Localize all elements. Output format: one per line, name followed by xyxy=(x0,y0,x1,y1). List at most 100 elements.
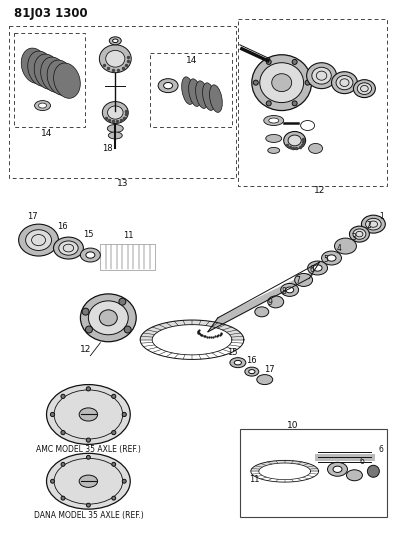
Ellipse shape xyxy=(353,229,366,239)
Ellipse shape xyxy=(288,135,301,146)
Ellipse shape xyxy=(59,241,78,255)
Circle shape xyxy=(112,431,116,435)
Ellipse shape xyxy=(47,60,74,95)
Circle shape xyxy=(119,298,126,305)
Ellipse shape xyxy=(365,219,381,230)
Circle shape xyxy=(51,479,55,483)
Ellipse shape xyxy=(269,118,279,123)
Circle shape xyxy=(85,326,92,333)
Polygon shape xyxy=(208,268,320,332)
Ellipse shape xyxy=(106,50,125,67)
Ellipse shape xyxy=(28,51,54,86)
Circle shape xyxy=(86,387,90,391)
Circle shape xyxy=(61,394,65,399)
Ellipse shape xyxy=(79,475,97,487)
Circle shape xyxy=(266,60,271,64)
Ellipse shape xyxy=(202,83,215,110)
Ellipse shape xyxy=(88,301,128,335)
Ellipse shape xyxy=(307,63,336,88)
Text: 9: 9 xyxy=(267,298,272,308)
Ellipse shape xyxy=(257,375,273,385)
Ellipse shape xyxy=(86,252,95,258)
Ellipse shape xyxy=(327,255,336,261)
Polygon shape xyxy=(251,461,319,471)
Ellipse shape xyxy=(284,132,306,149)
Circle shape xyxy=(122,479,126,483)
Circle shape xyxy=(112,496,116,500)
Ellipse shape xyxy=(39,103,46,108)
Ellipse shape xyxy=(347,470,362,481)
Ellipse shape xyxy=(249,369,255,374)
Text: 11: 11 xyxy=(250,475,260,484)
Bar xyxy=(14,33,85,127)
Ellipse shape xyxy=(18,224,59,256)
Text: 18: 18 xyxy=(102,144,113,153)
Circle shape xyxy=(112,394,116,399)
Ellipse shape xyxy=(312,67,331,84)
Ellipse shape xyxy=(158,79,178,93)
Text: 8: 8 xyxy=(281,287,286,296)
Circle shape xyxy=(50,413,55,417)
Ellipse shape xyxy=(268,148,280,154)
Ellipse shape xyxy=(46,385,130,445)
Ellipse shape xyxy=(81,248,100,262)
Ellipse shape xyxy=(107,125,123,133)
Ellipse shape xyxy=(264,116,284,125)
Text: AMC MODEL 35 AXLE (REF.): AMC MODEL 35 AXLE (REF.) xyxy=(36,445,141,454)
Text: 13: 13 xyxy=(116,179,128,188)
Text: 15: 15 xyxy=(83,230,94,239)
Circle shape xyxy=(61,462,65,466)
Bar xyxy=(240,430,387,517)
Ellipse shape xyxy=(234,360,241,365)
Ellipse shape xyxy=(230,358,246,368)
Ellipse shape xyxy=(40,57,67,92)
Ellipse shape xyxy=(255,307,269,317)
Bar xyxy=(238,19,387,187)
Circle shape xyxy=(86,455,90,459)
Text: 2: 2 xyxy=(366,221,371,230)
Text: 16: 16 xyxy=(246,356,257,365)
Text: 12: 12 xyxy=(314,186,325,195)
Ellipse shape xyxy=(357,83,371,94)
Ellipse shape xyxy=(46,454,130,509)
Text: 16: 16 xyxy=(57,222,68,231)
Text: 7: 7 xyxy=(295,277,300,286)
Circle shape xyxy=(292,101,297,106)
Circle shape xyxy=(122,413,126,417)
Ellipse shape xyxy=(108,132,122,139)
Circle shape xyxy=(124,326,131,333)
Circle shape xyxy=(253,80,258,85)
Text: 6: 6 xyxy=(360,457,365,466)
Text: 17: 17 xyxy=(27,212,38,221)
Text: 81J03 1300: 81J03 1300 xyxy=(14,7,87,20)
Text: DANA MODEL 35 AXLE (REF.): DANA MODEL 35 AXLE (REF.) xyxy=(33,511,143,520)
Circle shape xyxy=(305,80,310,85)
Circle shape xyxy=(112,462,116,466)
Ellipse shape xyxy=(309,143,323,154)
Ellipse shape xyxy=(35,101,51,110)
Ellipse shape xyxy=(109,37,121,45)
Text: 3: 3 xyxy=(351,232,356,241)
Ellipse shape xyxy=(281,284,299,296)
Ellipse shape xyxy=(353,79,375,98)
Circle shape xyxy=(61,496,65,500)
Ellipse shape xyxy=(327,462,347,477)
Circle shape xyxy=(82,308,89,315)
Circle shape xyxy=(266,101,271,106)
Ellipse shape xyxy=(286,287,294,293)
Text: 14: 14 xyxy=(41,129,52,138)
Circle shape xyxy=(367,465,379,477)
Ellipse shape xyxy=(189,79,201,107)
Text: 6: 6 xyxy=(379,445,384,454)
Text: 4: 4 xyxy=(337,244,342,253)
Circle shape xyxy=(86,503,90,507)
Ellipse shape xyxy=(182,77,195,104)
Ellipse shape xyxy=(266,134,282,142)
Text: 15: 15 xyxy=(227,348,237,357)
Ellipse shape xyxy=(252,55,312,110)
Text: 6: 6 xyxy=(309,265,314,274)
Text: 5: 5 xyxy=(323,255,328,263)
Ellipse shape xyxy=(349,226,369,242)
Ellipse shape xyxy=(108,106,123,119)
Bar xyxy=(9,26,236,179)
